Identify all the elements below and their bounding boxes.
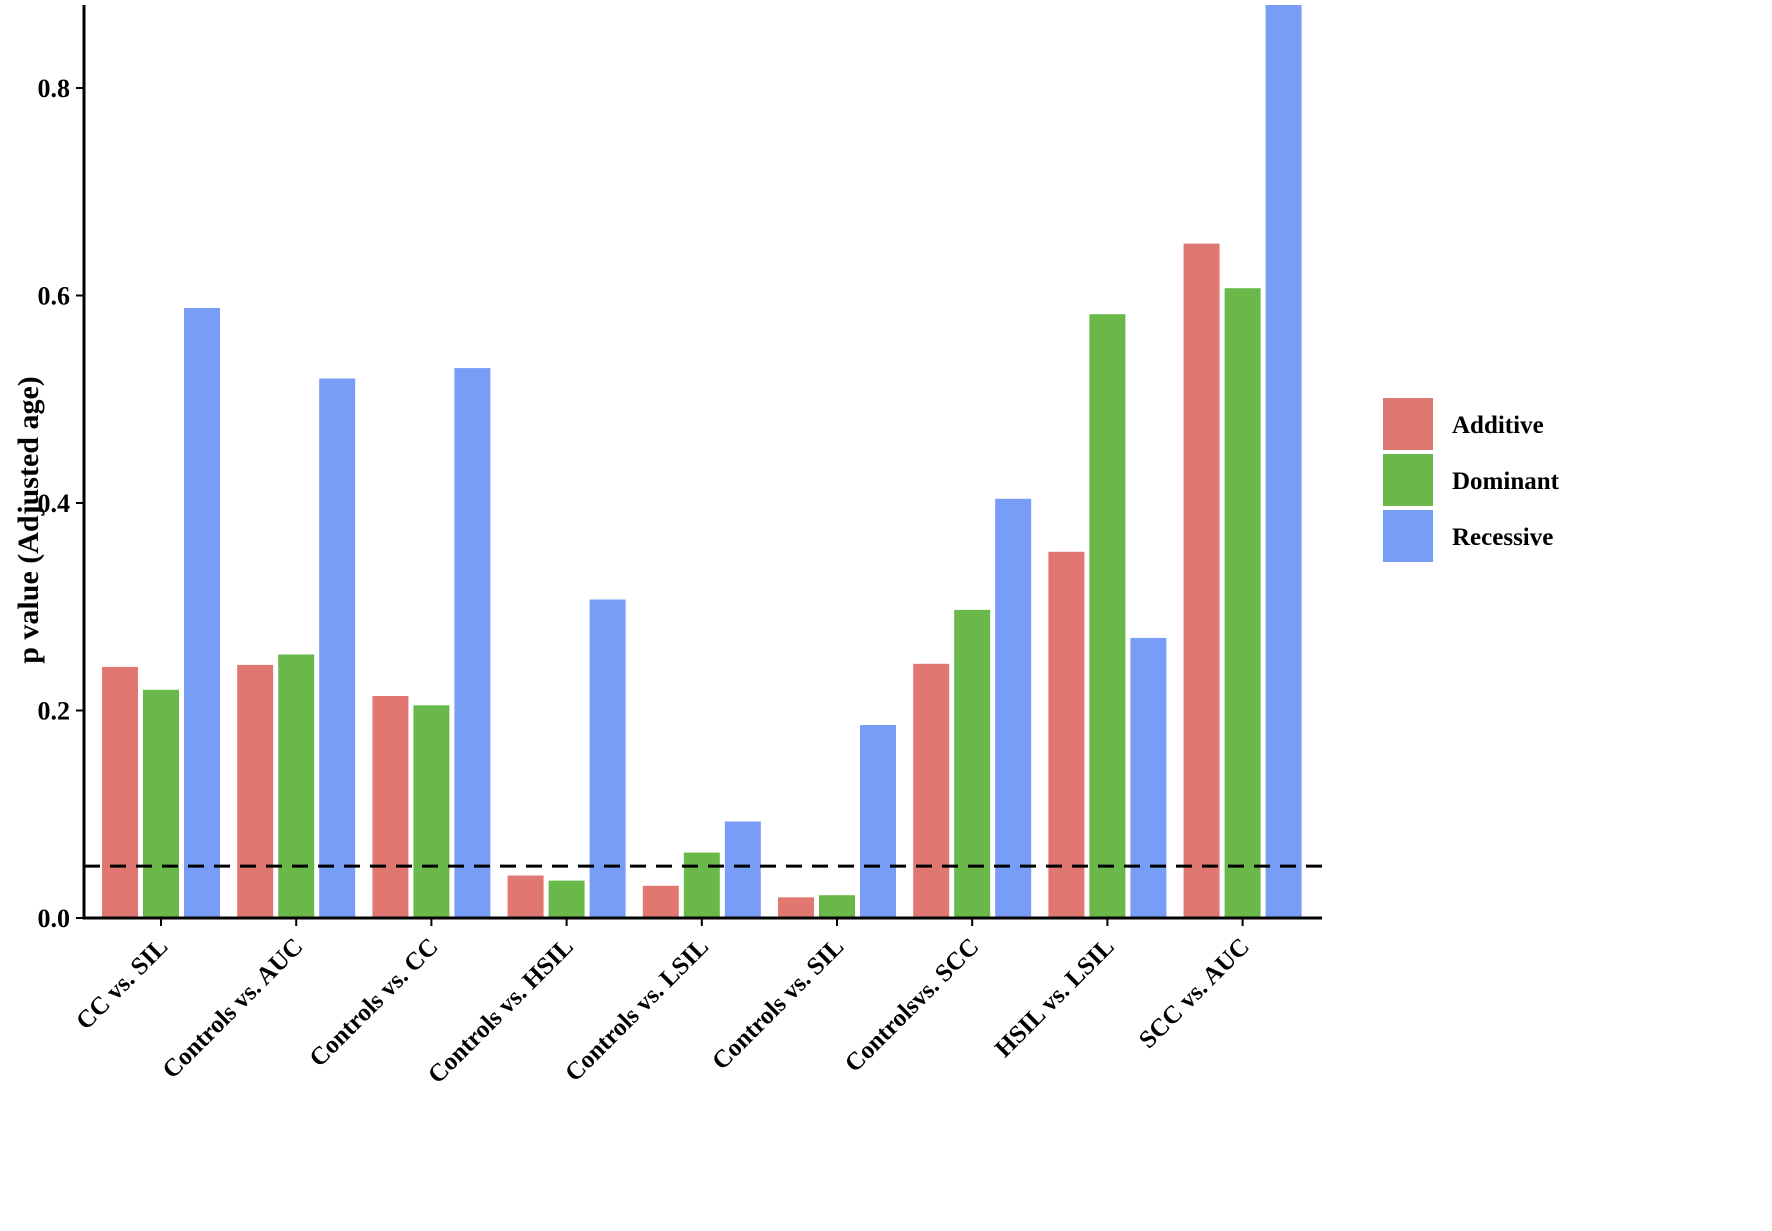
bar-recessive-6 bbox=[995, 498, 1032, 918]
category-label: HSIL vs. LSIL bbox=[990, 933, 1120, 1063]
bar-dominant-3 bbox=[548, 880, 585, 918]
category-label: Controls vs. AUC bbox=[158, 933, 309, 1084]
bar-dominant-6 bbox=[954, 609, 991, 918]
legend-swatch-recessive bbox=[1383, 510, 1433, 562]
bar-additive-3 bbox=[507, 875, 544, 918]
y-ticks: 0.0 0.2 0.4 0.6 0.8 bbox=[38, 74, 84, 933]
legend-label-dominant: Dominant bbox=[1452, 468, 1560, 495]
y-tick-label: 0.2 bbox=[38, 697, 71, 726]
legend-swatch-additive bbox=[1383, 398, 1433, 450]
y-tick-label: 0.8 bbox=[38, 74, 71, 103]
category-label: Controls vs. HSIL bbox=[423, 933, 579, 1089]
legend-swatch-dominant bbox=[1383, 454, 1433, 506]
bar-recessive-8 bbox=[1265, 5, 1302, 918]
bar-recessive-2 bbox=[454, 368, 491, 919]
bar-dominant-2 bbox=[413, 705, 450, 918]
bar-recessive-5 bbox=[860, 725, 896, 918]
category-label: CC vs. SIL bbox=[71, 933, 173, 1035]
bar-dominant-5 bbox=[819, 895, 855, 918]
category-label: Controls vs. CC bbox=[305, 933, 444, 1072]
category-label: Controls vs. SIL bbox=[707, 933, 849, 1075]
bar-recessive-0 bbox=[184, 308, 220, 918]
bar-dominant-4 bbox=[683, 852, 720, 918]
bar-additive-0 bbox=[102, 666, 138, 918]
bar-additive-7 bbox=[1048, 551, 1085, 918]
category-label: SCC vs. AUC bbox=[1134, 933, 1255, 1054]
bar-dominant-8 bbox=[1224, 288, 1261, 918]
bar-dominant-7 bbox=[1089, 314, 1126, 918]
bar-additive-4 bbox=[642, 885, 679, 918]
y-tick-label: 0.0 bbox=[38, 904, 71, 933]
bar-additive-1 bbox=[237, 664, 274, 918]
legend-label-recessive: Recessive bbox=[1452, 524, 1553, 551]
bars-layer bbox=[102, 5, 1302, 919]
y-tick-label: 0.4 bbox=[38, 489, 71, 518]
legend-label-additive: Additive bbox=[1452, 412, 1544, 439]
y-axis-title: p value (Adjusted age) bbox=[12, 376, 45, 664]
bar-additive-2 bbox=[372, 696, 409, 918]
legend: Additive Dominant Recessive bbox=[1383, 398, 1560, 562]
bar-recessive-7 bbox=[1130, 637, 1167, 918]
bar-dominant-0 bbox=[143, 689, 179, 919]
bar-additive-5 bbox=[778, 897, 814, 919]
bar-recessive-4 bbox=[724, 821, 761, 918]
y-tick-label: 0.6 bbox=[38, 282, 71, 311]
bar-recessive-1 bbox=[319, 378, 356, 918]
category-label: Controls vs. LSIL bbox=[560, 933, 714, 1087]
category-label: Controlsvs. SCC bbox=[840, 933, 984, 1077]
bar-recessive-3 bbox=[589, 599, 626, 918]
bar-dominant-1 bbox=[278, 654, 315, 918]
bar-additive-8 bbox=[1183, 243, 1220, 919]
bar-additive-6 bbox=[913, 663, 950, 918]
